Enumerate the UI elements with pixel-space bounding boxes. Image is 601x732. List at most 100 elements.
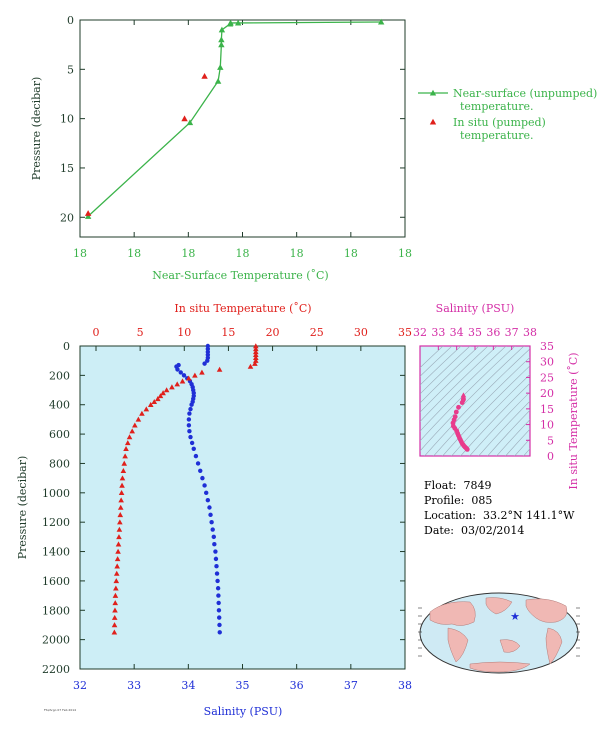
temperature-point <box>113 585 119 591</box>
profile-y-tick-label: 2200 <box>42 663 70 676</box>
map-land <box>545 627 563 665</box>
near-surface-x-tick-label: 18 <box>127 247 141 260</box>
near-surface-unpumped-point <box>226 20 234 27</box>
temperature-point <box>139 410 145 416</box>
temperature-point <box>129 428 135 434</box>
ts-density-contour <box>442 365 530 456</box>
temperature-point <box>121 460 128 466</box>
near-surface-y-tick-label: 0 <box>67 14 74 27</box>
near-surface-y-tick-label: 10 <box>60 113 74 126</box>
salinity-point <box>217 615 222 620</box>
salinity-point <box>200 475 205 481</box>
ts-density-contour <box>420 346 507 432</box>
profile-label: Profile: <box>424 494 465 507</box>
profile-sal-tick-label: 34 <box>181 679 195 692</box>
salinity-point <box>211 534 216 540</box>
temperature-point <box>119 475 126 481</box>
salinity-point <box>187 411 192 416</box>
ts-density-contour <box>496 419 530 456</box>
location-row: Location: 33.2°N 141.1°W <box>424 508 574 523</box>
salinity-point <box>189 402 194 407</box>
profile-y-tick-label: 1800 <box>42 604 70 617</box>
profile-sal-tick-label: 32 <box>73 679 87 692</box>
profile-sal-tick-label: 38 <box>398 679 412 692</box>
temperature-point <box>169 384 175 390</box>
near-surface-unpumped-point <box>377 18 385 25</box>
temperature-point <box>124 440 131 446</box>
near-surface-x-axis-label: Near-Surface Temperature (˚C) <box>152 269 328 282</box>
salinity-point <box>205 358 210 363</box>
salinity-point <box>193 453 199 459</box>
temperature-point <box>252 349 259 355</box>
temperature-point <box>117 504 124 510</box>
profile-y-tick-label: 200 <box>49 369 70 382</box>
profile-row: Profile: 085 <box>424 493 574 508</box>
ts-sal-axis-label: Salinity (PSU) <box>436 302 515 315</box>
temperature-point <box>113 578 120 584</box>
near-surface-x-tick-label: 18 <box>73 247 87 260</box>
temperature-point <box>143 406 150 412</box>
near-surface-pumped-point <box>181 115 188 122</box>
ts-point <box>456 404 461 410</box>
map-land <box>525 598 568 623</box>
salinity-point <box>198 468 203 473</box>
ts-density-contour <box>420 346 498 423</box>
legend-pumped-marker <box>429 118 437 125</box>
salinity-point <box>209 519 214 525</box>
profile-plot-frame <box>79 345 406 670</box>
profile-y-tick-label: 600 <box>49 428 70 441</box>
ts-point <box>459 400 465 405</box>
map-land <box>499 639 521 653</box>
ts-density-contour <box>487 409 530 456</box>
salinity-point <box>195 461 201 466</box>
temperature-point <box>117 519 123 525</box>
temperature-point <box>115 541 122 547</box>
temperature-point <box>132 422 138 428</box>
map-land <box>469 661 531 673</box>
profile-sal-tick-label: 35 <box>236 679 250 692</box>
salinity-point <box>214 564 219 569</box>
salinity-point <box>188 406 193 412</box>
salinity-point <box>189 440 195 446</box>
ts-sal-tick-label: 32 <box>413 326 427 339</box>
temperature-point <box>155 396 161 402</box>
ts-density-contour <box>451 374 530 456</box>
temperature-point <box>252 357 259 363</box>
profile-sal-tick-label: 33 <box>127 679 141 692</box>
ts-temp-tick-label: 25 <box>540 371 554 384</box>
temperature-point <box>112 607 118 613</box>
legend-unpumped-label-line1: Near-surface (unpumped) <box>453 87 597 100</box>
ts-density-contour <box>469 391 530 456</box>
near-surface-unpumped-point <box>214 77 222 84</box>
near-surface-y-axis-label: Pressure (decibar) <box>30 77 43 180</box>
near-surface-unpumped-point <box>218 26 226 33</box>
location-label: Location: <box>424 509 476 522</box>
near-surface-unpumped-point <box>234 19 242 26</box>
salinity-point <box>187 428 192 434</box>
legend-pumped-label-line2: temperature. <box>460 129 534 142</box>
ts-density-contour <box>523 448 530 456</box>
salinity-point <box>188 434 193 440</box>
temperature-point <box>116 526 123 532</box>
ts-temp-tick-label: 0 <box>547 450 554 463</box>
profile-temp-tick-label: 5 <box>137 326 144 339</box>
salinity-point <box>186 423 192 428</box>
near-surface-unpumped-point <box>217 64 224 70</box>
profile-y-tick-label: 1400 <box>42 546 70 559</box>
ts-surface-marker <box>460 392 467 398</box>
temperature-point <box>119 482 125 488</box>
float-row: Float: 7849 <box>424 478 574 493</box>
ts-density-contour <box>420 346 489 413</box>
ts-sal-tick-label: 35 <box>468 326 482 339</box>
temperature-point <box>252 352 259 358</box>
temperature-point <box>123 445 129 452</box>
ts-point <box>453 409 459 415</box>
profile-temp-tick-label: 0 <box>93 326 100 339</box>
profile-temp-tick-label: 35 <box>398 326 412 339</box>
profile-y-tick-label: 400 <box>49 399 70 412</box>
temperature-point <box>111 614 118 620</box>
profile-sal-tick-label: 36 <box>290 679 304 692</box>
legend-unpumped-label-line2: temperature. <box>460 100 534 113</box>
salinity-point <box>178 370 183 375</box>
